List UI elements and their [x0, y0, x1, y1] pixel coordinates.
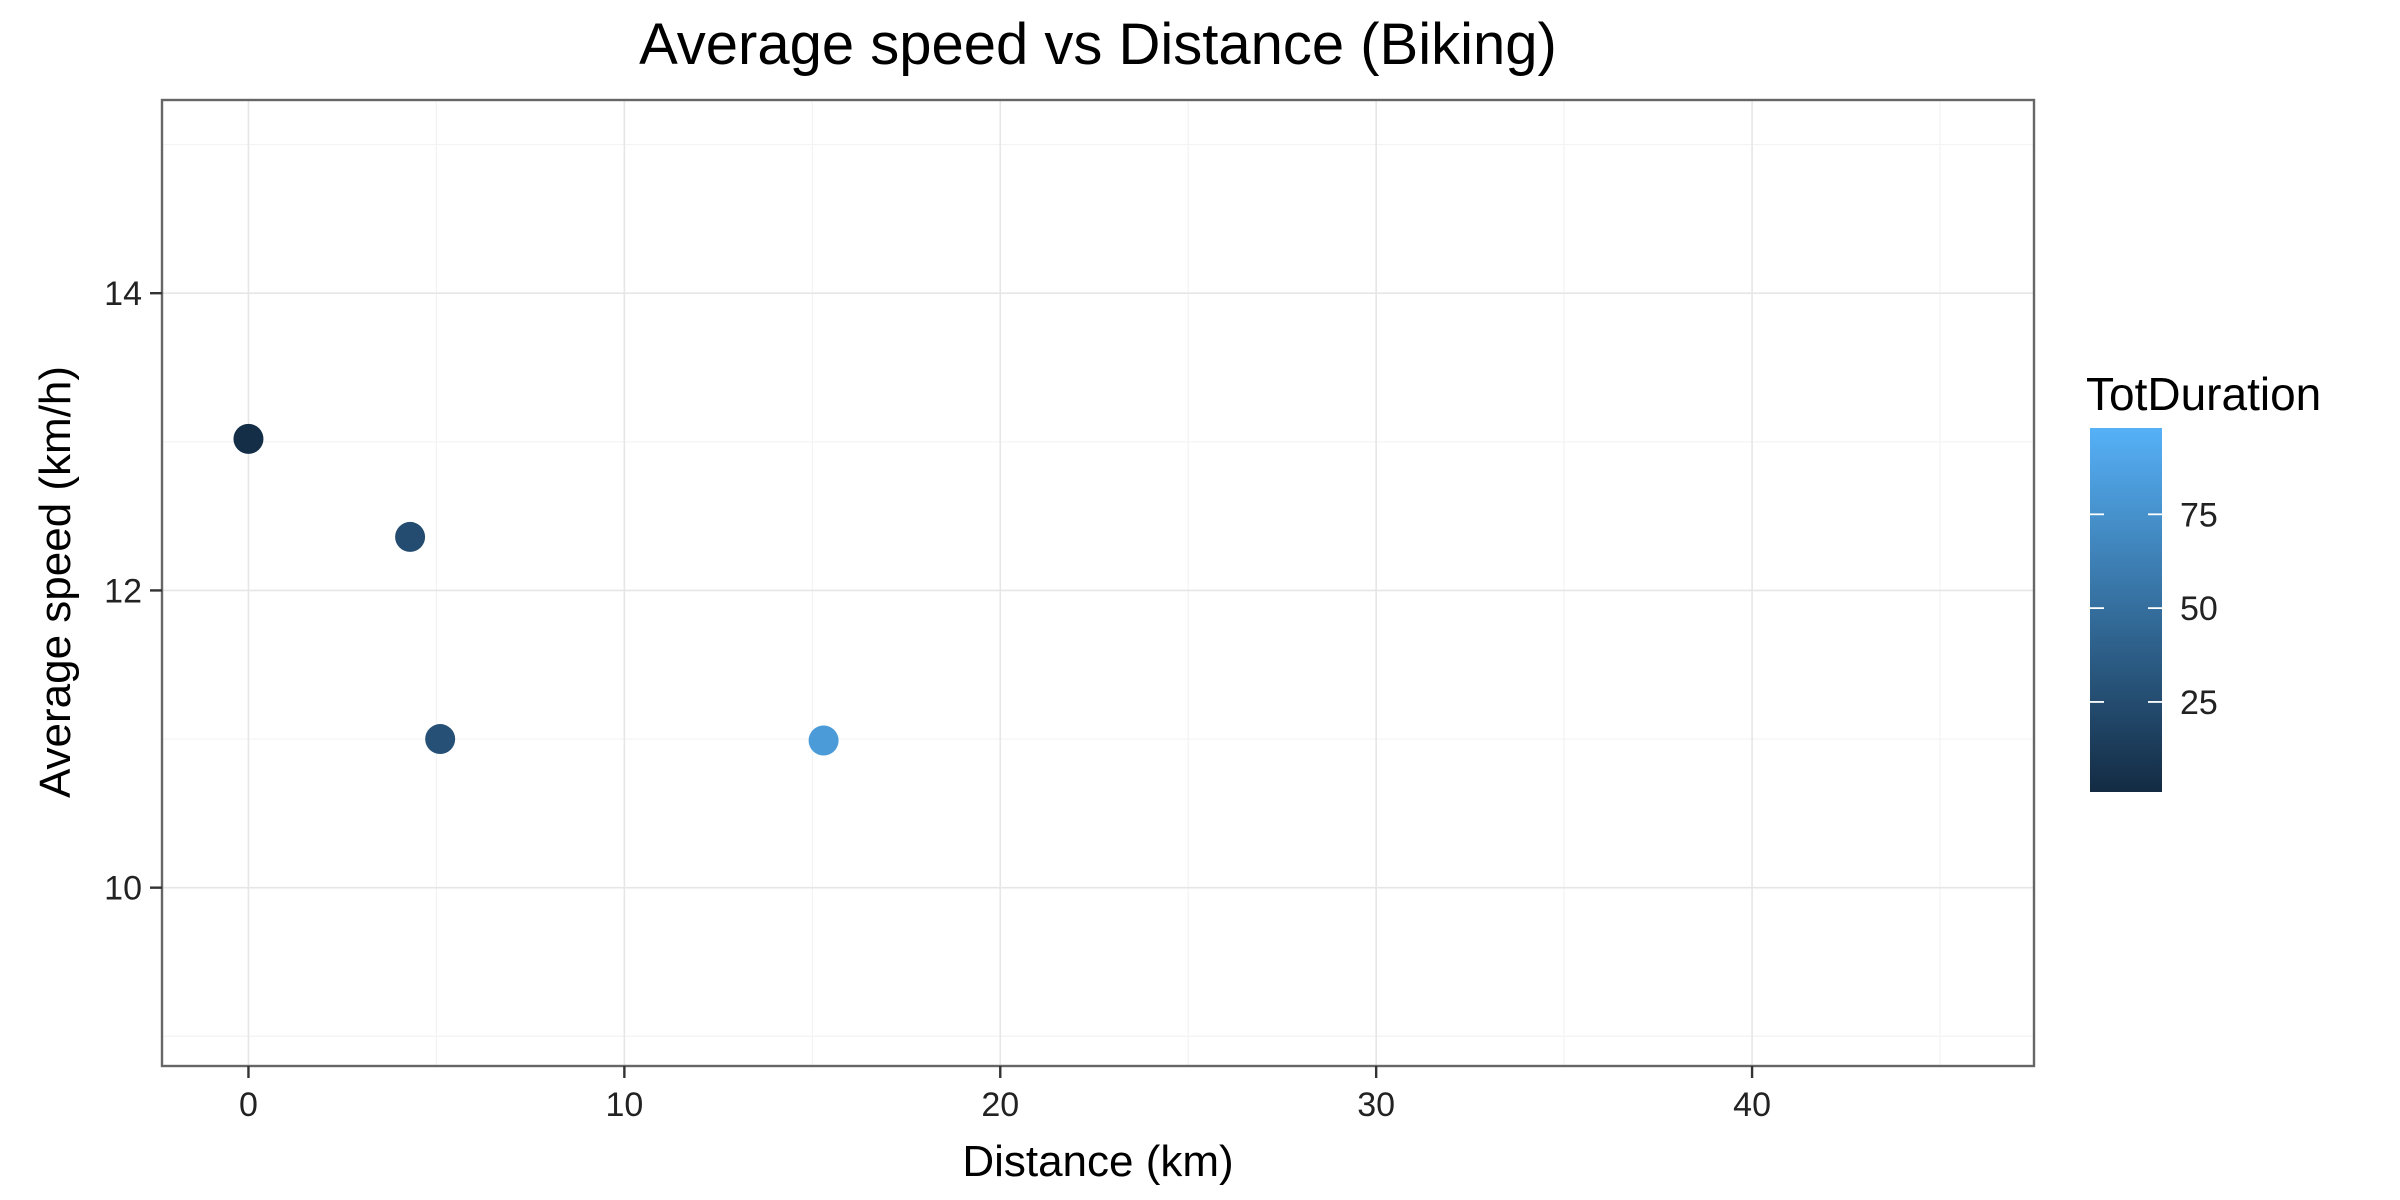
colorbar-label: 75 — [2180, 496, 2218, 534]
y-axis-title: Average speed (km/h) — [31, 366, 80, 798]
x-tick-label: 20 — [981, 1086, 1019, 1124]
colorbar — [2090, 428, 2162, 792]
y-tick-label: 10 — [104, 870, 142, 908]
y-tick-label: 14 — [104, 275, 142, 313]
x-tick-label: 10 — [605, 1086, 643, 1124]
data-points — [233, 423, 839, 756]
y-tick-label: 12 — [104, 572, 142, 610]
grid — [162, 100, 2034, 1066]
legend: TotDuration 25 50 75 — [2086, 368, 2321, 792]
colorbar-label: 50 — [2180, 590, 2218, 628]
axes: 0 10 20 30 40 10 12 14 — [104, 275, 1771, 1124]
chart-title: Average speed vs Distance (Biking) — [639, 12, 1557, 77]
data-point — [395, 521, 426, 552]
colorbar-label: 25 — [2180, 684, 2218, 722]
x-tick-label: 0 — [239, 1086, 258, 1124]
data-point — [425, 724, 456, 755]
x-axis-title: Distance (km) — [962, 1137, 1233, 1186]
data-point — [233, 423, 264, 454]
legend-title: TotDuration — [2086, 368, 2321, 420]
data-point — [808, 725, 839, 756]
legend-ticks: 25 50 75 — [2090, 496, 2218, 722]
x-tick-label: 30 — [1357, 1086, 1395, 1124]
x-tick-label: 40 — [1733, 1086, 1771, 1124]
plot-panel — [160, 98, 2036, 1068]
